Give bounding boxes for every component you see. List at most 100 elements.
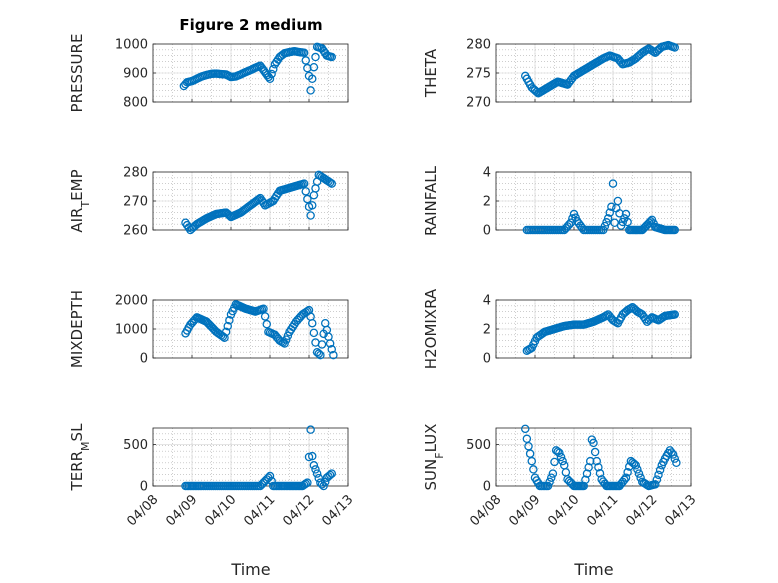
data-point: [600, 221, 610, 231]
x-tick-label: 04/09: [163, 492, 200, 529]
data-point: [301, 479, 310, 489]
y-tick-label: 500: [123, 438, 148, 453]
axes-box: [152, 171, 349, 231]
data-point: [329, 350, 338, 360]
y-tick-label: 0: [140, 352, 148, 367]
data-point: [325, 470, 335, 480]
data-point: [623, 467, 632, 477]
y-tick-label: 2: [483, 195, 491, 210]
data-point: [599, 225, 608, 235]
data-point: [265, 74, 275, 84]
y-tick-label: 0: [140, 480, 148, 495]
chart-panel-5: 0 1000 2000 MIXDEPTH: [68, 290, 349, 368]
data-point: [545, 477, 554, 487]
data-point: [670, 43, 680, 52]
x-tick-label: 04/13: [662, 492, 699, 529]
data-point: [652, 475, 662, 484]
data-point: [621, 209, 631, 219]
data-point: [529, 465, 538, 474]
data-point: [581, 475, 590, 485]
chart-panel-6: 0 2 4 H2OMIXRA: [422, 288, 692, 369]
data-point: [642, 480, 652, 490]
data-point: [649, 47, 658, 56]
axes-box: [152, 299, 349, 359]
data-point: [592, 456, 602, 466]
chart-panel-4: 0 2 4 RAINFALL: [422, 165, 692, 239]
x-tick-label: 04/11: [241, 492, 278, 529]
data-point: [655, 465, 665, 475]
data-point: [307, 74, 317, 84]
data-point: [303, 478, 312, 487]
data-point: [651, 480, 660, 489]
data-point: [579, 481, 589, 491]
data-point: [316, 350, 325, 360]
y-tick-label: 1000: [115, 38, 148, 53]
x-tick-label: 04/08: [124, 492, 161, 529]
data-point: [621, 473, 631, 482]
data-points: [181, 425, 336, 491]
y-tick-label: 280: [466, 38, 491, 53]
y-axis-label: RAINFALL: [422, 165, 440, 236]
data-point: [670, 225, 680, 235]
data-point: [307, 201, 317, 210]
y-tick-label: 2: [483, 323, 491, 338]
data-point: [586, 456, 595, 466]
data-point: [259, 304, 268, 313]
data-point: [670, 310, 680, 319]
data-points: [179, 42, 336, 95]
x-axis-label-right: Time: [573, 560, 613, 579]
data-points: [522, 302, 680, 355]
y-tick-label: 900: [123, 67, 148, 82]
data-points: [181, 170, 336, 235]
data-point: [558, 456, 567, 466]
data-point: [561, 468, 571, 477]
data-point: [311, 52, 320, 62]
data-point: [543, 481, 553, 491]
data-point: [299, 179, 309, 188]
y-axis-label: AIRTEMP: [68, 169, 92, 232]
data-point: [309, 190, 319, 200]
y-tick-label: 0: [483, 224, 491, 239]
data-point: [280, 339, 289, 348]
x-tick-label: 04/12: [280, 492, 317, 529]
data-point: [607, 202, 616, 212]
x-tick-label: 04/09: [506, 492, 543, 529]
chart-panel-2: 270 275 280 THETA: [422, 38, 692, 111]
data-point: [582, 469, 592, 478]
data-point: [268, 64, 278, 74]
chart-panel-8: 04/08 04/09 04/10 04/11 04/12 04/13 0 500 SUNFLU…: [422, 424, 699, 530]
data-point: [550, 457, 559, 467]
y-tick-label: 1000: [115, 323, 148, 338]
data-point: [631, 461, 641, 470]
data-point: [605, 208, 615, 217]
data-point: [327, 345, 336, 354]
x-tick-label: 04/11: [584, 492, 621, 529]
data-point: [306, 425, 315, 434]
data-point: [633, 465, 642, 474]
data-point: [327, 469, 336, 478]
data-point: [547, 473, 556, 482]
y-tick-label: 0: [483, 352, 491, 367]
data-point: [299, 48, 309, 57]
y-axis-label: SUNFLUX: [422, 424, 446, 491]
y-tick-label: 2000: [115, 294, 148, 309]
y-axis-label: MIXDEPTH: [68, 290, 86, 368]
data-point: [301, 56, 310, 65]
axes-box: [495, 43, 692, 103]
y-tick-label: 270: [123, 195, 148, 210]
y-tick-label: 4: [483, 166, 491, 181]
data-point: [327, 179, 336, 188]
data-points: [521, 424, 681, 491]
y-tick-label: 280: [123, 166, 148, 181]
data-point: [623, 217, 632, 227]
data-point: [223, 321, 232, 331]
y-axis-label: PRESSURE: [68, 34, 86, 113]
y-tick-label: 270: [466, 96, 491, 111]
x-axis-label-left: Time: [230, 560, 270, 579]
y-tick-label: 0: [483, 480, 491, 495]
data-point: [595, 469, 605, 478]
y-tick-label: 275: [466, 67, 491, 82]
data-point: [590, 447, 600, 457]
